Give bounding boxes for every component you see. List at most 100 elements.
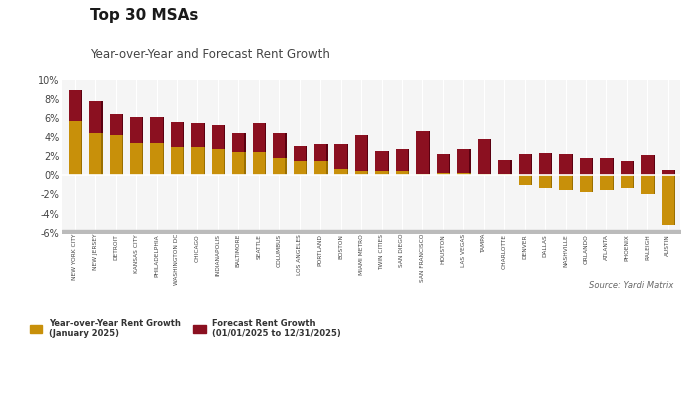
Bar bbox=[377, 171, 389, 176]
Bar bbox=[274, 133, 287, 158]
Bar bbox=[418, 174, 430, 176]
Bar bbox=[314, 161, 326, 176]
Bar bbox=[438, 172, 450, 176]
Bar bbox=[315, 144, 328, 161]
Bar bbox=[396, 171, 408, 176]
Bar bbox=[335, 169, 347, 176]
Bar bbox=[273, 133, 285, 158]
Bar bbox=[233, 152, 246, 176]
Bar bbox=[131, 117, 144, 143]
Bar bbox=[273, 158, 285, 176]
Bar bbox=[518, 176, 531, 185]
Bar bbox=[437, 154, 449, 172]
Bar bbox=[663, 170, 675, 176]
Bar bbox=[295, 161, 307, 176]
Bar bbox=[499, 174, 511, 176]
Bar bbox=[459, 172, 471, 176]
Bar bbox=[377, 151, 389, 171]
Bar bbox=[459, 149, 471, 172]
Bar bbox=[213, 149, 226, 176]
Bar bbox=[254, 152, 266, 176]
Bar bbox=[580, 176, 592, 192]
Bar bbox=[315, 161, 328, 176]
Bar bbox=[111, 136, 123, 176]
Bar bbox=[622, 176, 634, 188]
Bar bbox=[479, 174, 491, 176]
Bar bbox=[643, 156, 654, 176]
Bar bbox=[336, 169, 348, 176]
Bar bbox=[294, 146, 306, 161]
Bar bbox=[90, 133, 103, 176]
Legend: Year-over-Year Rent Growth
(January 2025), Forecast Rent Growth
(01/01/2025 to 1: Year-over-Year Rent Growth (January 2025… bbox=[30, 319, 341, 338]
Bar bbox=[520, 176, 532, 185]
Bar bbox=[641, 156, 654, 176]
Bar bbox=[397, 171, 409, 176]
Bar bbox=[356, 136, 369, 171]
Bar bbox=[89, 101, 101, 133]
Bar bbox=[151, 117, 164, 143]
Bar bbox=[641, 176, 654, 194]
Bar bbox=[539, 176, 551, 188]
Text: Source: Yardi Matrix: Source: Yardi Matrix bbox=[589, 281, 673, 290]
Bar bbox=[418, 131, 430, 174]
Bar bbox=[110, 136, 121, 176]
Bar bbox=[69, 90, 81, 121]
Bar bbox=[581, 176, 593, 192]
Bar bbox=[70, 121, 82, 176]
Bar bbox=[254, 123, 266, 152]
Bar bbox=[518, 154, 531, 176]
Bar bbox=[581, 158, 593, 176]
Bar bbox=[477, 139, 490, 174]
Bar bbox=[192, 147, 203, 176]
Bar bbox=[171, 122, 183, 147]
Bar bbox=[233, 133, 246, 152]
Bar bbox=[539, 153, 551, 176]
Bar bbox=[171, 147, 183, 176]
Bar bbox=[314, 144, 326, 161]
Bar bbox=[561, 176, 573, 190]
Bar bbox=[151, 143, 164, 176]
Bar bbox=[89, 133, 101, 176]
Bar bbox=[212, 125, 224, 149]
Bar bbox=[172, 122, 185, 147]
Bar bbox=[498, 160, 510, 174]
Bar bbox=[356, 171, 369, 176]
Bar bbox=[192, 123, 203, 147]
Bar bbox=[520, 154, 532, 176]
Bar bbox=[540, 153, 552, 176]
Bar bbox=[213, 125, 226, 149]
Bar bbox=[661, 170, 674, 176]
Bar bbox=[69, 121, 81, 176]
Bar bbox=[355, 171, 367, 176]
Bar bbox=[498, 174, 510, 176]
Bar bbox=[477, 174, 490, 176]
Bar bbox=[375, 171, 388, 176]
Bar bbox=[253, 152, 265, 176]
Bar bbox=[295, 146, 307, 161]
Bar bbox=[600, 158, 613, 176]
Bar bbox=[602, 176, 614, 190]
Bar bbox=[172, 147, 185, 176]
Bar bbox=[416, 131, 429, 174]
Bar bbox=[335, 144, 347, 169]
Text: Top 30 MSAs: Top 30 MSAs bbox=[90, 8, 198, 23]
Bar bbox=[663, 176, 675, 225]
Bar bbox=[110, 113, 121, 136]
Bar bbox=[131, 143, 144, 176]
Bar bbox=[355, 136, 367, 171]
Bar bbox=[499, 160, 511, 174]
Bar bbox=[621, 176, 633, 188]
Bar bbox=[111, 113, 123, 136]
Bar bbox=[253, 123, 265, 152]
Bar bbox=[559, 176, 572, 190]
Bar bbox=[438, 154, 450, 172]
Bar bbox=[416, 174, 429, 176]
Bar bbox=[130, 143, 142, 176]
Bar bbox=[457, 172, 469, 176]
Bar bbox=[397, 149, 409, 171]
Bar bbox=[602, 158, 614, 176]
Bar bbox=[621, 161, 633, 176]
Bar bbox=[70, 90, 82, 121]
Bar bbox=[437, 172, 449, 176]
Bar bbox=[479, 139, 491, 174]
